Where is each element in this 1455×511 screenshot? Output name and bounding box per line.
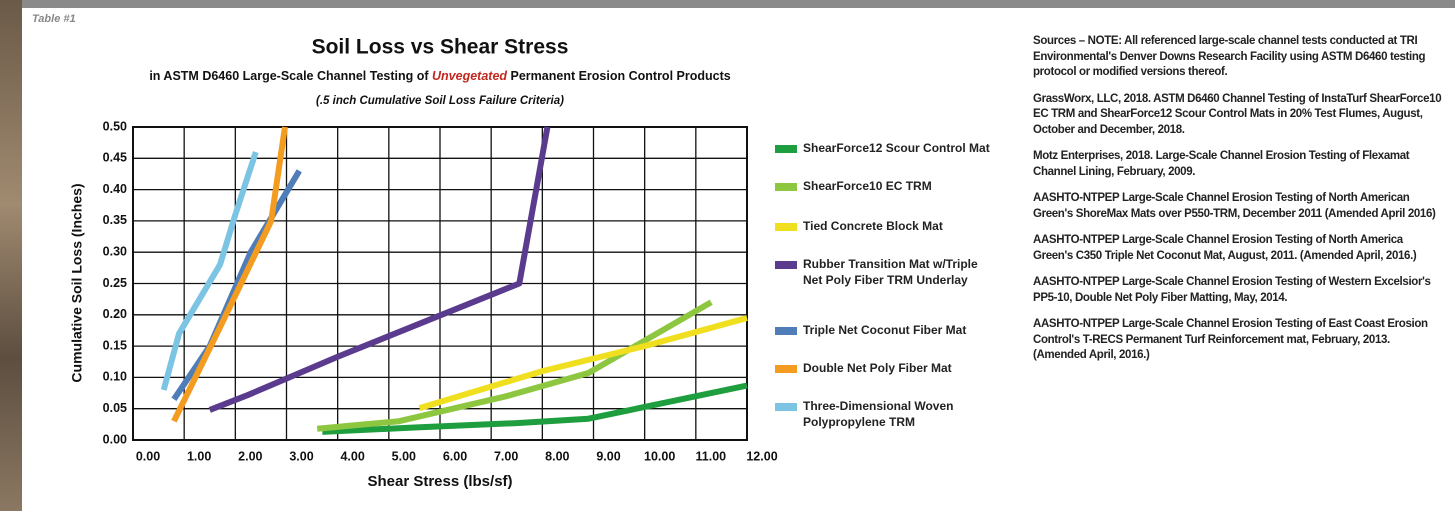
legend: ShearForce12 Scour Control Mat ShearForce… xyxy=(775,140,990,430)
legend-swatch xyxy=(775,403,797,411)
y-axis-label: Cumulative Soil Loss (Inches) xyxy=(69,183,85,382)
series-line xyxy=(316,299,713,432)
legend-item: Triple Net Coconut Fiber Mat xyxy=(775,322,990,338)
source-paragraph: AASHTO-NTPEP Large-Scale Channel Erosion… xyxy=(1033,276,1431,304)
x-tick-label: 5.00 xyxy=(392,449,416,463)
source-paragraph: GrassWorx, LLC, 2018. ASTM D6460 Channel… xyxy=(1033,92,1442,136)
x-tick-label: 6.00 xyxy=(443,449,467,463)
series-line xyxy=(208,126,551,413)
x-tick-label: 0.00 xyxy=(136,449,160,463)
background-photo xyxy=(0,0,22,511)
series-line xyxy=(160,151,259,391)
plot-border xyxy=(132,126,748,441)
x-tick-label: 4.00 xyxy=(340,449,364,463)
source-paragraph: Motz Enterprises, 2018. Large-Scale Chan… xyxy=(1033,150,1410,178)
source-paragraph: AASHTO-NTPEP Large-Scale Channel Erosion… xyxy=(1033,192,1436,220)
chart: Table #1 Soil Loss vs Shear Stress in AS… xyxy=(32,13,778,490)
legend-item: ShearForce10 EC TRM xyxy=(775,178,990,194)
legend-swatch xyxy=(775,145,797,153)
subtitle-emphasis: Unvegetated xyxy=(432,69,507,83)
x-tick-label: 10.00 xyxy=(644,449,675,463)
source-paragraph: Sources – NOTE: All referenced large-sca… xyxy=(1033,35,1426,78)
legend-item: ShearForce12 Scour Control Mat xyxy=(775,140,990,156)
y-tick-label: 0.05 xyxy=(103,401,127,415)
subtitle: in ASTM D6460 Large-Scale Channel Testin… xyxy=(149,69,730,83)
x-tick-label: 2.00 xyxy=(238,449,262,463)
legend-swatch xyxy=(775,365,797,373)
y-tick-label: 0.20 xyxy=(103,307,127,321)
chart-title: Soil Loss vs Shear Stress xyxy=(312,36,569,59)
legend-swatch xyxy=(775,183,797,191)
legend-label: Rubber Transition Mat w/Triple Net Poly … xyxy=(803,257,978,287)
x-tick-label: 9.00 xyxy=(596,449,620,463)
x-tick-label: 3.00 xyxy=(289,449,313,463)
chart-note: (.5 inch Cumulative Soil Loss Failure Cr… xyxy=(316,95,564,107)
y-tick-label: 0.25 xyxy=(103,276,127,290)
table-label: Table #1 xyxy=(32,13,76,25)
legend-item: Rubber Transition Mat w/Triple Net Poly … xyxy=(775,256,990,288)
legend-label: Triple Net Coconut Fiber Mat xyxy=(803,323,967,337)
legend-swatch xyxy=(775,327,797,335)
legend-label: ShearForce10 EC TRM xyxy=(803,179,932,193)
legend-label: ShearForce12 Scour Control Mat xyxy=(803,141,990,155)
y-tick-label: 0.15 xyxy=(103,338,127,352)
legend-label: Tied Concrete Block Mat xyxy=(803,219,943,233)
y-tick-label: 0.40 xyxy=(103,182,127,196)
y-tick-label: 0.50 xyxy=(103,119,127,133)
source-paragraph: AASHTO-NTPEP Large-Scale Channel Erosion… xyxy=(1033,234,1417,262)
x-tick-label: 12.00 xyxy=(746,449,777,463)
legend-swatch xyxy=(775,261,797,269)
legend-swatch xyxy=(775,223,797,231)
series-line xyxy=(322,382,748,435)
y-tick-label: 0.45 xyxy=(103,151,127,165)
legend-label: Three-Dimensional Woven Polypropylene TR… xyxy=(803,399,954,429)
x-tick-label: 8.00 xyxy=(545,449,569,463)
legend-item: Tied Concrete Block Mat xyxy=(775,218,990,234)
subtitle-part: Permanent Erosion Control Products xyxy=(507,69,731,83)
x-axis-label: Shear Stress (lbs/sf) xyxy=(367,473,512,490)
x-tick-label: 7.00 xyxy=(494,449,518,463)
y-tick-label: 0.35 xyxy=(103,213,127,227)
series-line xyxy=(171,126,288,423)
legend-label: Double Net Poly Fiber Mat xyxy=(803,361,952,375)
y-tick-label: 0.30 xyxy=(103,244,127,258)
source-paragraph: AASHTO-NTPEP Large-Scale Channel Erosion… xyxy=(1033,318,1428,361)
x-tick-label: 1.00 xyxy=(187,449,211,463)
y-tick-label: 0.00 xyxy=(103,432,127,446)
legend-item: Three-Dimensional Woven Polypropylene TR… xyxy=(775,398,990,430)
subtitle-part: in ASTM D6460 Large-Scale Channel Testin… xyxy=(149,69,432,83)
y-tick-label: 0.10 xyxy=(103,370,127,384)
panel xyxy=(22,8,1455,511)
legend-item: Double Net Poly Fiber Mat xyxy=(775,360,990,376)
sources: Sources – NOTE: All referenced large-sca… xyxy=(1033,34,1443,375)
x-tick-label: 11.00 xyxy=(696,449,727,463)
series-line xyxy=(418,315,748,411)
